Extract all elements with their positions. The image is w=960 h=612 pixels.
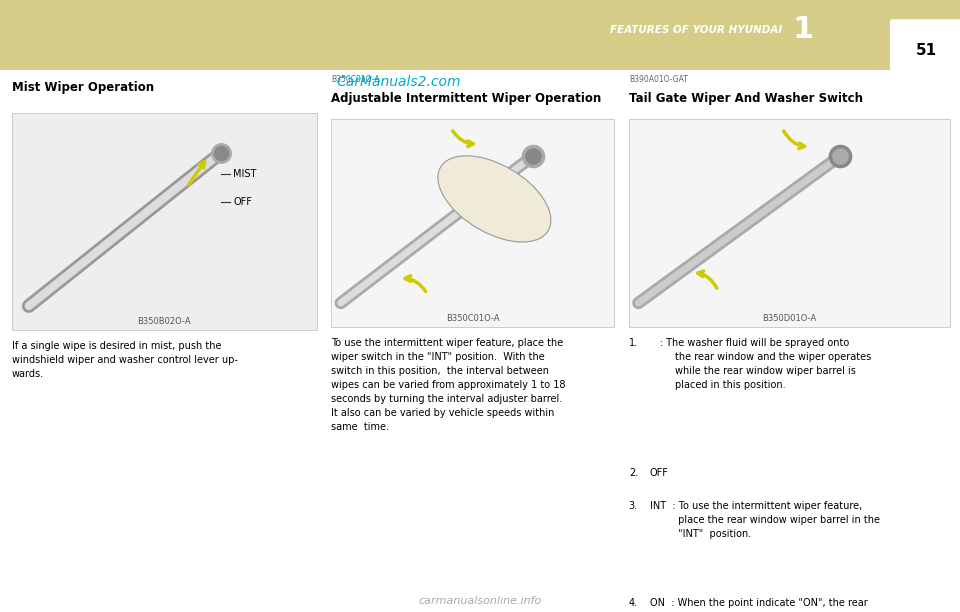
Text: Adjustable Intermittent Wiper Operation: Adjustable Intermittent Wiper Operation (331, 92, 602, 105)
Ellipse shape (438, 156, 551, 242)
Text: If a single wipe is desired in mist, push the
windshield wiper and washer contro: If a single wipe is desired in mist, pus… (12, 341, 237, 379)
Text: 51: 51 (916, 43, 937, 58)
Bar (0, 0, 960, 70)
Text: 1: 1 (792, 15, 813, 44)
Text: B350B02O-A: B350B02O-A (137, 316, 191, 326)
FancyBboxPatch shape (890, 19, 960, 76)
Text: carmanualsonline.info: carmanualsonline.info (419, 596, 541, 606)
Text: 2.: 2. (629, 468, 638, 478)
Text: 3.: 3. (629, 501, 638, 510)
Text: B390A01O-GAT: B390A01O-GAT (629, 75, 687, 84)
Text: INT  : To use the intermittent wiper feature,
         place the rear window wip: INT : To use the intermittent wiper feat… (650, 501, 880, 539)
Bar (331, 119, 614, 327)
Text: OFF: OFF (650, 468, 669, 478)
Text: CarManuals2.com: CarManuals2.com (336, 75, 461, 89)
Bar (12, 113, 317, 330)
Text: FEATURES OF YOUR HYUNDAI: FEATURES OF YOUR HYUNDAI (611, 24, 782, 34)
Text: Mist Wiper Operation: Mist Wiper Operation (12, 81, 154, 94)
Text: B350C01O-A: B350C01O-A (446, 313, 499, 323)
Text: MIST: MIST (233, 170, 256, 179)
Text: B350D01O-A: B350D01O-A (762, 313, 817, 323)
Bar (629, 119, 950, 327)
Text: To use the intermittent wiper feature, place the
wiper switch in the "INT" posit: To use the intermittent wiper feature, p… (331, 338, 565, 433)
Text: : The washer fluid will be sprayed onto
        the rear window and the wiper op: : The washer fluid will be sprayed onto … (650, 338, 871, 390)
Text: 1.: 1. (629, 338, 638, 348)
Text: B350C01O-A: B350C01O-A (331, 75, 380, 84)
Text: OFF: OFF (233, 197, 252, 207)
Text: Tail Gate Wiper And Washer Switch: Tail Gate Wiper And Washer Switch (629, 92, 863, 105)
Text: 4.: 4. (629, 598, 638, 608)
Text: ON  : When the point indicate "ON", the rear
         window wiper operates  con: ON : When the point indicate "ON", the r… (650, 598, 868, 612)
